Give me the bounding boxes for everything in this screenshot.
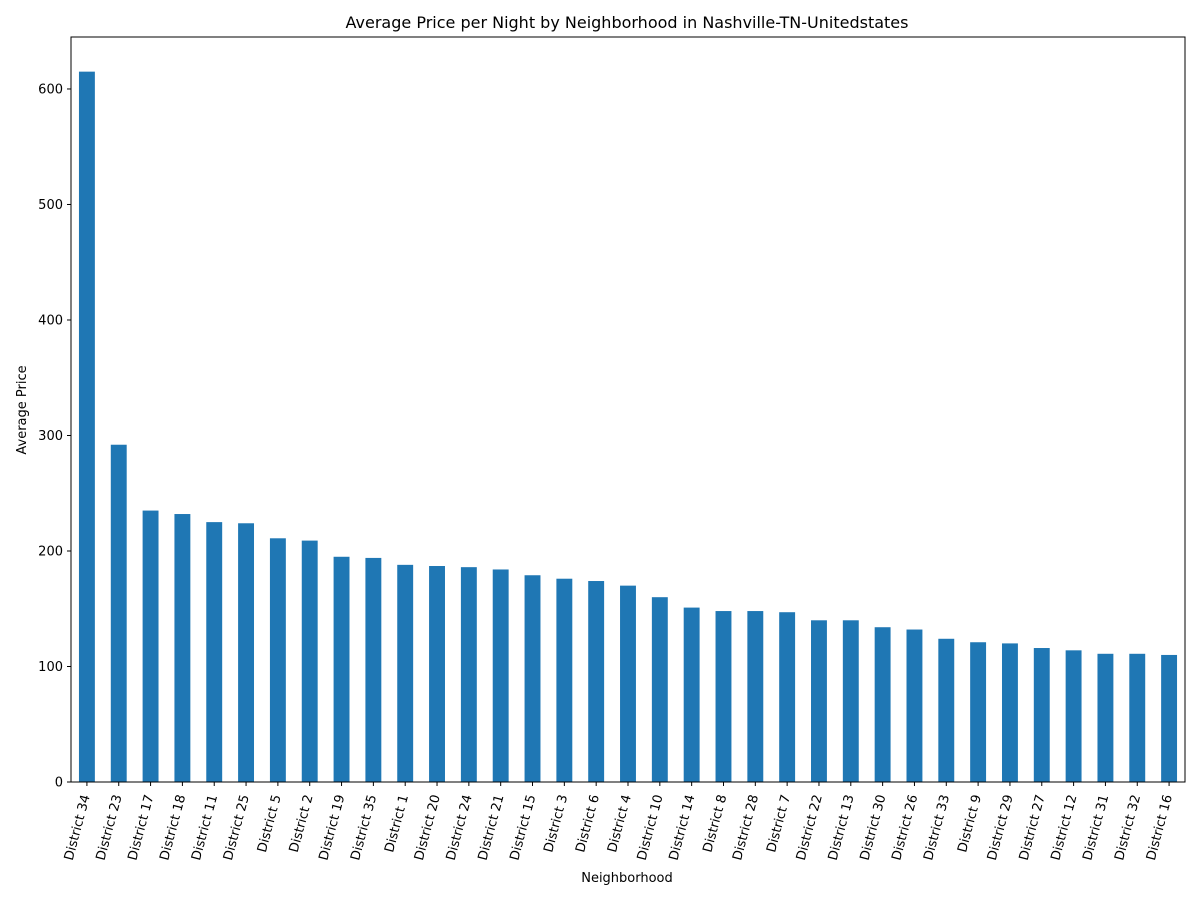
y-tick-label: 100 — [38, 660, 63, 675]
x-tick-label: District 26 — [889, 793, 921, 862]
bar — [206, 522, 223, 782]
bar — [747, 611, 764, 782]
bar — [1001, 643, 1018, 782]
y-tick-label: 200 — [38, 544, 63, 559]
y-tick-label: 500 — [38, 198, 63, 213]
bar — [874, 627, 891, 782]
y-tick-label: 600 — [38, 82, 63, 97]
bar — [269, 538, 286, 782]
x-tick-label: District 7 — [764, 793, 794, 854]
x-axis: District 34 District 23 District 17 Distric… — [62, 782, 1176, 862]
x-tick-label: District 31 — [1080, 793, 1112, 862]
bar — [811, 620, 827, 782]
x-tick-label: District 5 — [255, 793, 285, 854]
bar — [556, 578, 573, 782]
bar — [1033, 648, 1050, 782]
bar — [906, 629, 923, 782]
x-tick-label: District 12 — [1049, 793, 1081, 862]
y-tick-label: 300 — [38, 429, 63, 444]
x-tick-label: District 15 — [507, 793, 539, 862]
bar — [1161, 654, 1178, 782]
x-tick-label: District 34 — [62, 793, 94, 862]
x-tick-label: District 6 — [573, 793, 603, 854]
bar — [397, 564, 414, 782]
x-tick-label: District 14 — [667, 793, 699, 862]
x-tick-label: District 25 — [221, 793, 253, 862]
bar — [1065, 650, 1082, 782]
x-tick-label: District 19 — [316, 793, 348, 862]
bar — [142, 510, 159, 782]
x-tick-label: District 20 — [412, 793, 444, 862]
y-tick-label: 0 — [55, 776, 63, 791]
bar — [301, 540, 318, 782]
x-tick-label: District 33 — [921, 793, 953, 862]
bar — [174, 514, 191, 782]
x-tick-label: District 23 — [94, 793, 126, 862]
x-tick-label: District 4 — [605, 793, 635, 854]
y-axis-label: Average Price — [15, 365, 30, 454]
x-tick-label: District 17 — [126, 793, 158, 862]
x-tick-label: District 27 — [1017, 793, 1049, 862]
x-tick-label: District 9 — [955, 793, 985, 854]
bar — [938, 638, 955, 782]
x-tick-label: District 28 — [730, 793, 762, 862]
x-tick-label: District 21 — [476, 793, 508, 862]
bar — [524, 575, 541, 782]
bar — [842, 620, 859, 782]
bar — [429, 566, 445, 782]
bar — [970, 642, 987, 782]
x-tick-label: District 30 — [858, 793, 890, 862]
bar — [620, 585, 636, 782]
bar — [651, 597, 668, 782]
bar — [588, 581, 605, 782]
bar — [492, 569, 509, 782]
x-tick-label: District 32 — [1112, 793, 1144, 862]
bar — [1097, 653, 1114, 782]
x-tick-label: District 10 — [635, 793, 667, 862]
chart-title: Average Price per Night by Neighborhood … — [346, 13, 909, 32]
x-tick-label: District 3 — [541, 793, 571, 854]
bar — [715, 611, 732, 782]
y-axis: 0 100 200 300 400 500 600 — [38, 82, 71, 791]
bar — [78, 71, 95, 782]
x-tick-label: District 18 — [157, 793, 189, 862]
bar — [683, 607, 700, 782]
bar — [779, 612, 796, 782]
x-tick-label: District 2 — [287, 793, 317, 854]
bar — [110, 444, 127, 782]
x-tick-label: District 22 — [794, 793, 826, 862]
bar — [460, 567, 477, 782]
y-tick-label: 400 — [38, 313, 63, 328]
bars-layer — [78, 71, 1178, 782]
bar — [365, 557, 382, 782]
x-tick-label: District 24 — [444, 793, 476, 862]
x-tick-label: District 11 — [189, 793, 221, 862]
x-axis-label: Neighborhood — [581, 871, 673, 886]
plot-frame — [70, 36, 1186, 783]
x-tick-label: District 1 — [382, 793, 412, 854]
bar — [238, 523, 255, 782]
x-tick-label: District 13 — [826, 793, 858, 862]
x-tick-label: District 16 — [1144, 793, 1176, 862]
bar — [333, 556, 350, 782]
x-tick-label: District 35 — [348, 793, 380, 862]
x-tick-label: District 29 — [985, 793, 1017, 862]
bar — [1129, 653, 1146, 782]
x-tick-label: District 8 — [701, 793, 731, 854]
